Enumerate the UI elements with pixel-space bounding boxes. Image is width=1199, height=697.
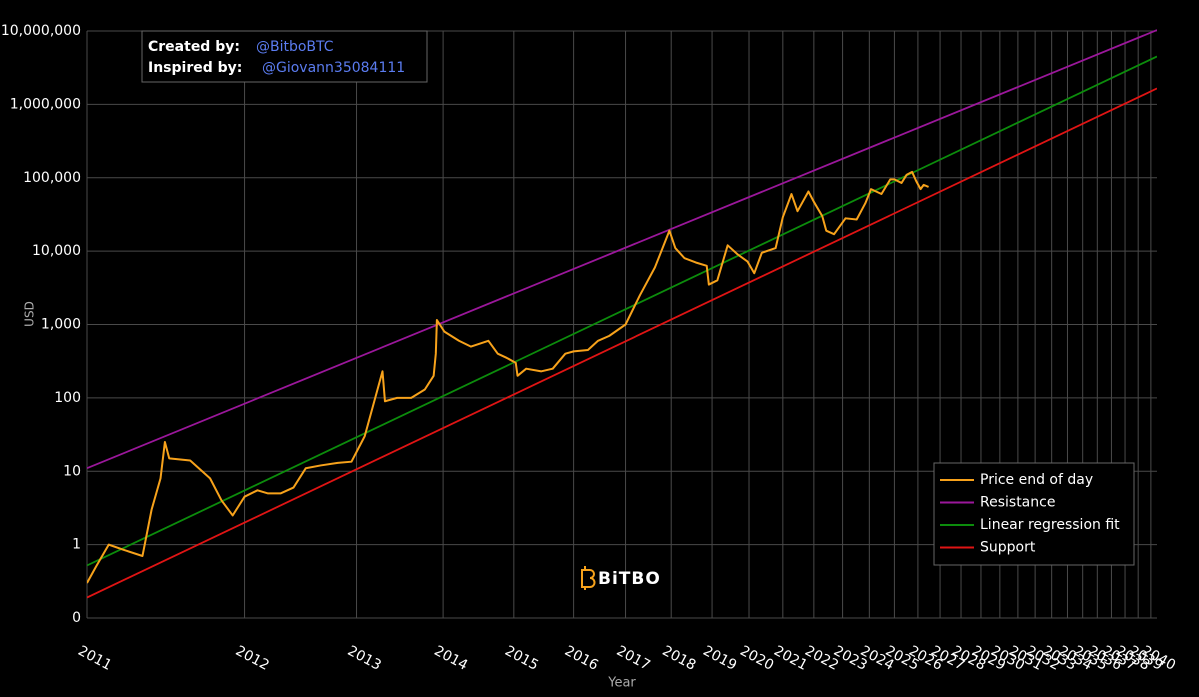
legend-label: Resistance (980, 495, 1055, 511)
watermark: BiTBO (581, 566, 661, 590)
y-tick-label: 1,000,000 (10, 96, 81, 112)
y-tick-label: 10 (63, 463, 81, 479)
y-tick-label: 10,000 (32, 243, 81, 259)
series-line (87, 55, 1157, 567)
series-line (87, 87, 1157, 599)
y-tick-label: 1 (72, 537, 81, 553)
series-line (87, 29, 1157, 470)
legend-label: Linear regression fit (980, 517, 1120, 533)
annotation-label: Created by: (148, 39, 240, 55)
y-tick-label: 1,000 (41, 317, 81, 333)
y-axis-title: USD (23, 301, 37, 327)
series-line (87, 170, 929, 584)
annotation: Created by: @BitboBTC Inspired by: @Giov… (141, 30, 428, 83)
annotation-link[interactable]: @Giovann35084111 (262, 60, 405, 76)
annotation-label: Inspired by: (148, 60, 242, 76)
plot-area (87, 29, 1157, 599)
legend-label: Price end of day (980, 472, 1093, 488)
annotation-box (141, 30, 428, 83)
y-tick-label: 100 (54, 390, 81, 406)
y-tick-label: 10,000,000 (1, 23, 81, 39)
y-tick-label: 0 (72, 610, 81, 626)
x-axis-title: Year (607, 676, 636, 691)
watermark-text: BiTBO (598, 569, 661, 589)
legend: Price end of day Resistance Linear regress… (933, 462, 1135, 566)
legend-label: Support (980, 540, 1036, 556)
watermark-logo (581, 566, 596, 590)
annotation-link[interactable]: @BitboBTC (256, 39, 334, 55)
y-tick-label: 100,000 (23, 170, 81, 186)
